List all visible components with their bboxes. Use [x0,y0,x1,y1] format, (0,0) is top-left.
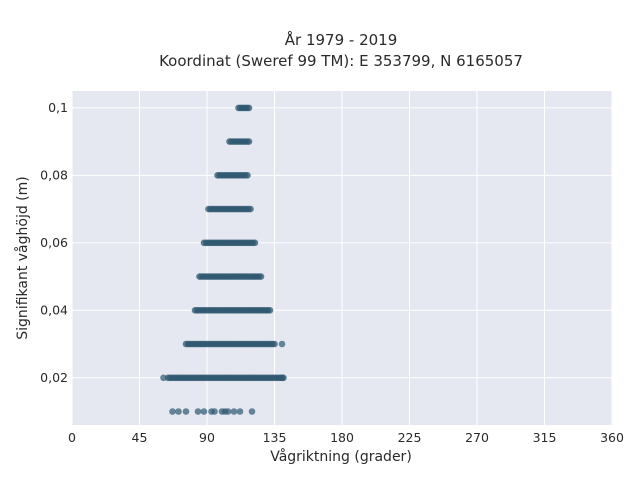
grid-lines [71,91,613,425]
x-tick-label: 90 [199,430,215,445]
x-tick-label: 315 [533,430,557,445]
x-tick-label: 270 [465,430,489,445]
data-point [236,408,244,415]
y-tick-label: 0,08 [40,167,68,182]
y-axis-label: Signifikant våghöjd (m) [14,176,31,339]
x-tick-label: 360 [600,430,624,445]
y-tick-label: 0,04 [40,302,68,317]
data-point [245,138,253,145]
x-tick-label: 225 [398,430,422,445]
data-point [169,408,176,415]
x-tick-label: 135 [263,430,287,445]
data-point [175,408,182,415]
y-axis-ticks: 0,02 0,04 0,06 0,08 0,1 [40,100,68,385]
data-point [257,273,265,280]
chart-title: År 1979 - 2019 [285,30,398,49]
data-point [251,239,259,247]
y-tick-label: 0,06 [40,235,68,250]
data-point [247,205,254,213]
y-tick-label: 0,1 [48,100,68,115]
data-point [200,408,208,415]
data-point [182,408,190,415]
data-point [278,374,286,382]
data-point [248,408,256,415]
data-point [278,340,286,348]
data-point [160,374,167,382]
data-point [271,340,278,348]
x-tick-label: 0 [68,430,76,445]
y-tick-label: 0,02 [40,370,68,385]
data-point [230,408,238,415]
chart-subtitle: Koordinat (Sweref 99 TM): E 353799, N 61… [159,52,523,70]
data-point [194,408,202,415]
data-point [211,408,218,415]
x-axis-label: Vågriktning (grader) [270,448,412,465]
x-tick-label: 180 [330,430,354,445]
x-tick-label: 45 [132,430,148,445]
data-point [245,104,253,112]
data-point [224,408,232,415]
data-points [160,104,287,415]
x-axis-ticks: 0 45 90 135 180 225 270 315 360 [68,430,624,445]
data-point [244,172,251,179]
data-point [266,307,274,314]
